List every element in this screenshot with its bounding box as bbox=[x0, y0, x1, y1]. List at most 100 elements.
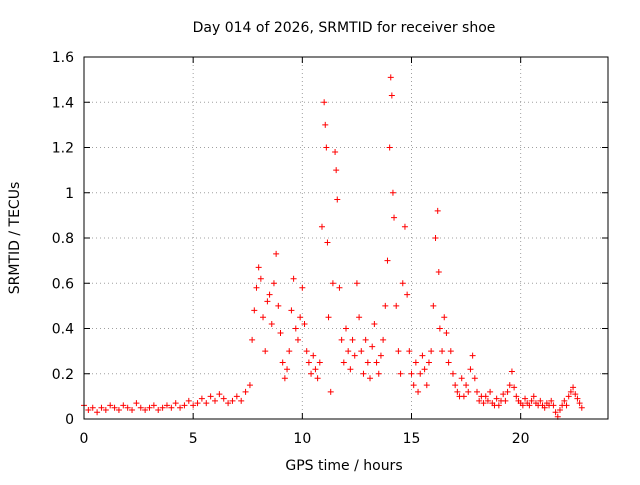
data-point bbox=[198, 395, 205, 402]
data-point bbox=[332, 149, 339, 156]
data-point bbox=[242, 388, 249, 395]
data-point bbox=[181, 402, 188, 409]
data-point bbox=[404, 291, 411, 298]
data-point bbox=[212, 397, 218, 404]
plot-frame bbox=[83, 56, 609, 420]
grid-layer bbox=[84, 57, 608, 419]
data-point bbox=[439, 348, 446, 355]
data-point bbox=[288, 307, 295, 314]
data-point bbox=[563, 402, 570, 409]
data-point bbox=[410, 382, 417, 389]
data-point bbox=[257, 275, 264, 282]
data-point bbox=[124, 404, 131, 411]
data-point bbox=[452, 382, 459, 389]
y-tick-label: 1.4 bbox=[52, 95, 74, 111]
x-tick-label: 10 bbox=[293, 431, 311, 447]
x-tick-label: 20 bbox=[512, 431, 530, 447]
data-point bbox=[345, 348, 352, 355]
data-point bbox=[449, 370, 456, 377]
data-point bbox=[480, 400, 487, 407]
data-point bbox=[530, 393, 537, 400]
data-point bbox=[277, 330, 284, 337]
x-tick-label: 5 bbox=[189, 431, 198, 447]
data-point bbox=[85, 406, 92, 413]
data-point bbox=[233, 393, 240, 400]
data-point bbox=[324, 239, 331, 246]
data-point bbox=[519, 402, 526, 409]
data-point bbox=[264, 298, 271, 305]
data-point bbox=[362, 336, 369, 343]
data-point bbox=[301, 320, 308, 327]
data-point bbox=[316, 359, 323, 366]
data-point bbox=[155, 406, 162, 413]
x-tick-label: 0 bbox=[80, 431, 89, 447]
data-point bbox=[395, 348, 402, 355]
data-point bbox=[476, 397, 483, 404]
data-point bbox=[299, 284, 306, 291]
data-point bbox=[495, 402, 502, 409]
tick-layer: 0 5 10 15 20 0 0.2 0.4 0.6 0.8 1 1.2 1.4 1.6 bbox=[52, 50, 608, 447]
data-point bbox=[129, 406, 136, 413]
data-point bbox=[268, 320, 275, 327]
data-point bbox=[203, 400, 210, 407]
data-point bbox=[347, 366, 354, 373]
data-point bbox=[207, 393, 214, 400]
x-axis-label: GPS time / hours bbox=[285, 458, 402, 474]
data-point bbox=[172, 400, 179, 407]
data-point bbox=[343, 325, 349, 332]
data-point bbox=[434, 207, 441, 214]
data-point bbox=[375, 370, 382, 377]
data-point bbox=[303, 348, 310, 355]
data-point bbox=[508, 368, 515, 375]
data-point bbox=[435, 268, 442, 275]
data-point bbox=[373, 359, 380, 366]
data-point bbox=[445, 359, 452, 366]
y-axis-label: SRMTID / TECUs bbox=[7, 182, 23, 295]
data-point bbox=[146, 404, 153, 411]
data-point bbox=[511, 384, 518, 391]
y-tick-label: 1.6 bbox=[52, 50, 74, 66]
data-point bbox=[216, 391, 223, 398]
data-point bbox=[493, 395, 500, 402]
data-point bbox=[567, 388, 574, 395]
data-point bbox=[246, 382, 253, 389]
data-point bbox=[541, 404, 548, 411]
data-point bbox=[389, 189, 396, 196]
data-point bbox=[482, 393, 489, 400]
data-point bbox=[412, 359, 419, 366]
data-point bbox=[528, 397, 535, 404]
y-tick-label: 0.2 bbox=[52, 367, 74, 383]
data-point bbox=[436, 325, 443, 332]
data-point bbox=[384, 257, 391, 264]
data-point bbox=[133, 400, 140, 407]
data-point bbox=[526, 402, 533, 409]
data-point bbox=[120, 402, 127, 409]
data-point bbox=[423, 382, 430, 389]
data-point bbox=[333, 167, 340, 174]
data-point bbox=[329, 280, 336, 287]
data-point bbox=[284, 366, 291, 373]
data-point bbox=[421, 366, 428, 373]
data-point bbox=[312, 366, 319, 373]
data-point bbox=[377, 352, 384, 359]
data-point bbox=[388, 92, 395, 99]
data-point bbox=[325, 314, 332, 321]
data-point bbox=[504, 388, 511, 395]
data-point bbox=[387, 74, 394, 81]
data-point bbox=[314, 375, 321, 382]
data-points bbox=[81, 74, 585, 420]
data-point bbox=[432, 235, 439, 241]
x-tick-label: 15 bbox=[403, 431, 421, 447]
data-point bbox=[107, 402, 114, 409]
data-point bbox=[548, 397, 555, 404]
data-point bbox=[408, 370, 415, 377]
data-point bbox=[380, 336, 387, 343]
data-point bbox=[163, 402, 170, 409]
data-point bbox=[270, 280, 277, 287]
data-point bbox=[253, 284, 260, 291]
data-point bbox=[364, 359, 371, 366]
data-point bbox=[142, 406, 149, 413]
data-point bbox=[467, 366, 474, 373]
data-point bbox=[484, 397, 491, 404]
data-point bbox=[177, 404, 184, 411]
